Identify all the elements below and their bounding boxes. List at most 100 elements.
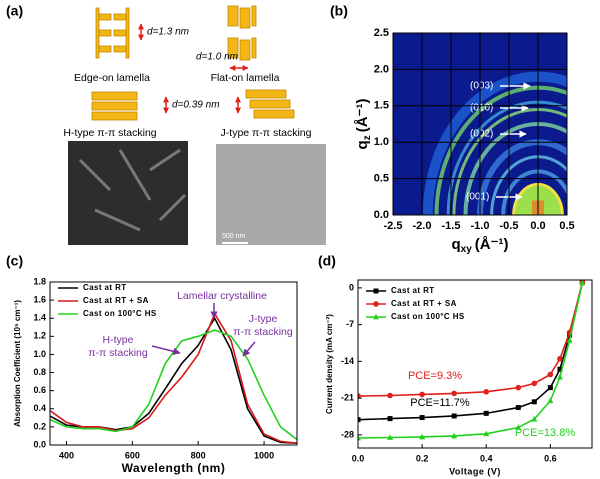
spacing-arrow — [138, 23, 249, 114]
annotation: PCE=9.3% — [408, 370, 462, 382]
y-tick-label: -21 — [341, 393, 354, 403]
x-tick-label: -1.5 — [442, 220, 461, 232]
data-line — [50, 329, 297, 441]
y-tick-label: 0 — [349, 282, 354, 292]
y-tick-label: 0.4 — [33, 403, 46, 413]
x-tick-label: 0.4 — [480, 453, 493, 463]
marker — [358, 434, 361, 441]
spacing-label: d=0.39 nm — [172, 100, 220, 111]
y-tick-label: -14 — [341, 356, 354, 366]
annotation: PCE=11.7% — [410, 397, 470, 409]
peak-label: (002) — [470, 129, 493, 140]
y-tick-label: 1.0 — [374, 136, 389, 148]
label-symbol: q — [451, 236, 460, 253]
x-tick-label: 0.0 — [530, 220, 545, 232]
marker — [387, 434, 394, 440]
annotation: J-type — [249, 313, 278, 325]
x-tick-label: 400 — [59, 450, 74, 460]
y-tick-label: 0.6 — [33, 385, 46, 395]
scale-bar-label: 500 nm — [222, 233, 246, 240]
label-subscript: xy — [461, 244, 473, 255]
legend-label: Cast on 100°C HS — [391, 312, 465, 321]
peak-label: (010) — [470, 103, 493, 114]
caption: J-type π-π stacking — [221, 127, 312, 139]
y-tick-label: 0.8 — [33, 367, 46, 377]
marker — [358, 393, 361, 399]
y-tick-label: 2.0 — [374, 63, 389, 75]
marker — [531, 380, 538, 387]
axes-frame — [357, 279, 593, 449]
marker — [531, 399, 537, 405]
legend-label: Cast on 100°C HS — [83, 309, 157, 318]
marker — [547, 385, 553, 391]
y-tick-label: 1.8 — [33, 276, 46, 286]
marker — [451, 390, 457, 397]
marker — [566, 337, 573, 343]
tem-image — [216, 144, 326, 245]
y-tick-label: 0.5 — [374, 173, 389, 185]
y-tick-label: 1.5 — [374, 100, 389, 112]
marker — [556, 373, 563, 380]
marker — [387, 416, 393, 422]
x-axis-label: Wavelength (nm) — [122, 461, 226, 475]
label-unit: (Å⁻¹) — [354, 99, 371, 133]
x-tick-label: 800 — [191, 450, 206, 460]
marker — [451, 432, 458, 439]
marker — [419, 433, 426, 440]
annotation-arrow — [242, 341, 256, 357]
x-tick-label: -1.0 — [471, 220, 490, 232]
y-tick-label: -28 — [341, 429, 354, 439]
annotation: π-π stacking — [88, 347, 148, 359]
plot-area — [358, 280, 586, 441]
legend-label: Cast at RT + SA — [391, 299, 457, 308]
marker — [419, 391, 425, 398]
marker — [515, 405, 521, 411]
y-axis-label: qz (Å⁻¹) — [354, 99, 373, 150]
x-tick-label: 600 — [125, 450, 140, 460]
panel-label: (a) — [6, 3, 23, 19]
y-tick-label: -7 — [346, 319, 354, 329]
y-tick-label: 0.0 — [33, 439, 46, 449]
x-tick-label: -0.5 — [500, 220, 519, 232]
legend-marker — [373, 301, 379, 307]
label-unit: (Å⁻¹) — [475, 236, 509, 253]
marker — [419, 415, 425, 421]
data-line — [50, 311, 297, 444]
marker — [483, 389, 490, 395]
legend-marker — [373, 288, 379, 294]
marker — [547, 397, 554, 404]
marker — [515, 424, 522, 430]
x-tick-label: 1000 — [254, 450, 274, 460]
y-tick-label: 1.0 — [33, 349, 46, 359]
marker — [483, 410, 489, 416]
y-axis-label: Absorption Coefficient (10⁵ cm⁻¹) — [13, 300, 22, 427]
axes-frame — [49, 281, 298, 446]
x-tick-label: 0.6 — [544, 453, 557, 463]
panel-label: (b) — [330, 3, 348, 19]
x-axis-label: Voltage (V) — [449, 466, 501, 476]
annotation-arrow — [151, 345, 181, 356]
annotation: H-type — [103, 334, 134, 346]
y-tick-label: 2.5 — [374, 27, 389, 39]
x-axis-label: qxy (Å⁻¹) — [451, 236, 508, 255]
label-symbol: q — [354, 140, 371, 149]
x-tick-label: -2.0 — [413, 220, 432, 232]
legend-label: Cast at RT + SA — [83, 296, 149, 305]
schematic — [91, 5, 295, 121]
x-tick-label: -2.5 — [384, 220, 403, 232]
y-tick-label: 0.2 — [33, 421, 46, 431]
tem-texture — [78, 148, 187, 232]
legend-marker — [373, 313, 379, 320]
legend-label: Cast at RT — [83, 283, 127, 292]
x-tick-label: 0.0 — [352, 453, 365, 463]
marker — [557, 355, 563, 362]
y-tick-label: 0.0 — [374, 209, 389, 221]
y-tick-label: 1.4 — [33, 313, 46, 323]
marker — [358, 417, 361, 423]
caption: H-type π-π stacking — [63, 127, 156, 139]
marker — [483, 430, 490, 437]
panel-label: (d) — [318, 253, 336, 269]
legend-label: Cast at RT — [391, 286, 435, 295]
caption: Edge-on lamella — [74, 72, 150, 84]
